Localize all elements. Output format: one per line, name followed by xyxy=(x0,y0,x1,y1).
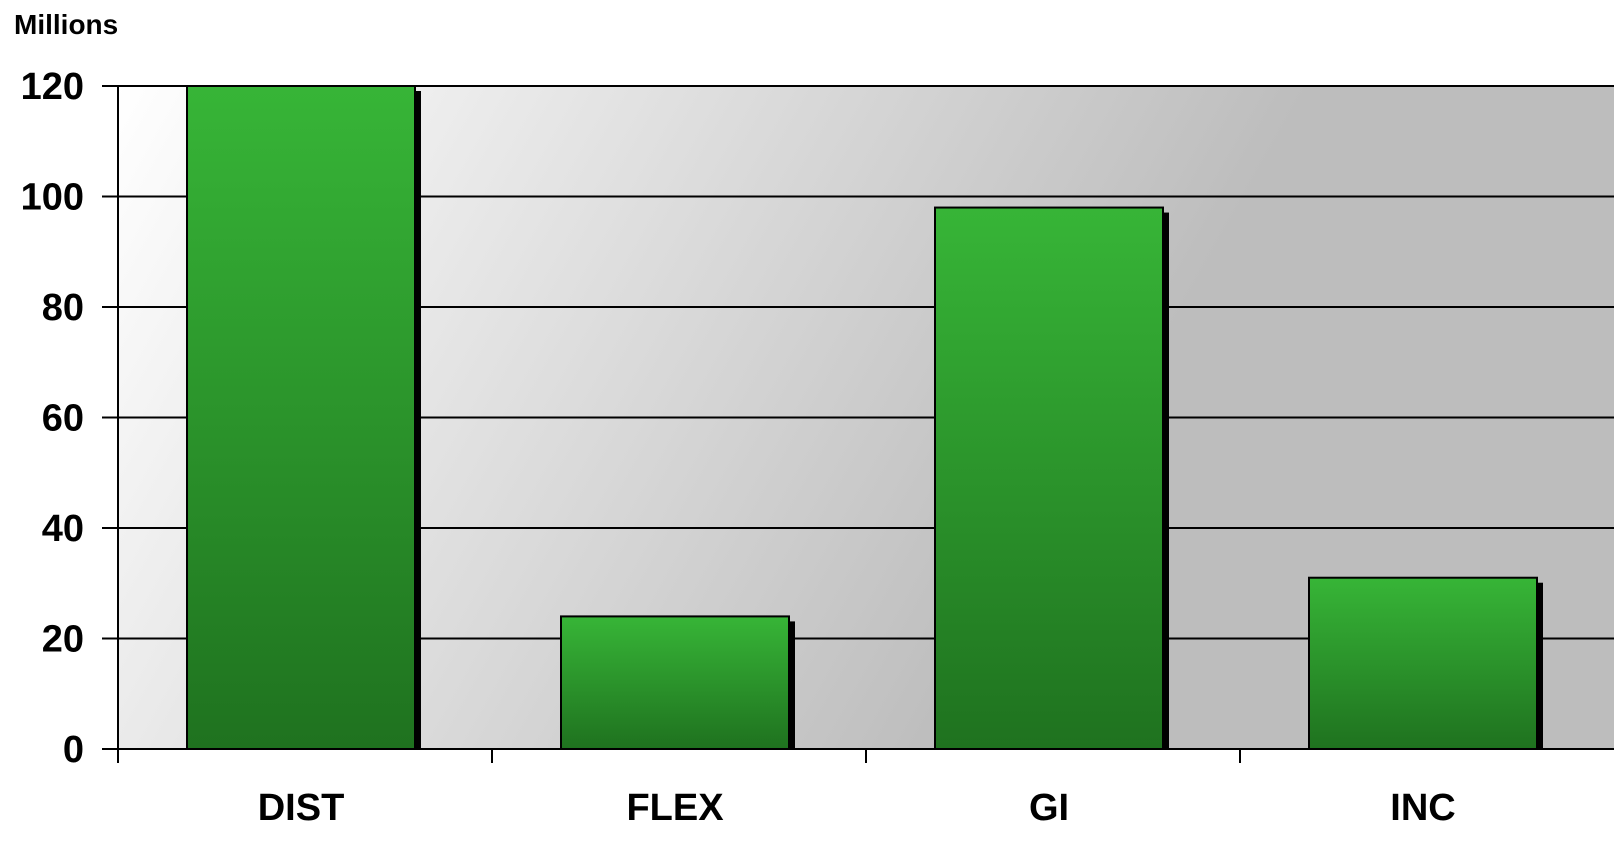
unit-label: Millions xyxy=(14,9,118,40)
y-tick-label: 120 xyxy=(21,66,84,108)
y-tick-labels: 0 20 40 60 80 100 120 xyxy=(21,66,84,771)
x-tick-label-flex: FLEX xyxy=(626,787,724,829)
bar-gi xyxy=(934,206,1164,751)
axes xyxy=(102,85,1614,763)
y-tick-label: 100 xyxy=(21,177,84,219)
x-tick-label-gi: GI xyxy=(1029,787,1069,829)
x-tick-label-dist: DIST xyxy=(258,787,345,829)
y-tick-label: 80 xyxy=(42,287,84,329)
x-tick-label-inc: INC xyxy=(1390,787,1455,829)
x-tick-labels: DIST FLEX GI INC xyxy=(258,787,1456,829)
bar-inc xyxy=(1308,576,1538,750)
y-tick-label: 40 xyxy=(42,508,84,550)
y-tick-label: 20 xyxy=(42,619,84,661)
y-tick-label: 60 xyxy=(42,398,84,440)
bar-dist xyxy=(186,85,416,750)
y-tick-label: 0 xyxy=(63,729,84,771)
bar-flex xyxy=(560,615,790,751)
bars xyxy=(186,85,1543,751)
